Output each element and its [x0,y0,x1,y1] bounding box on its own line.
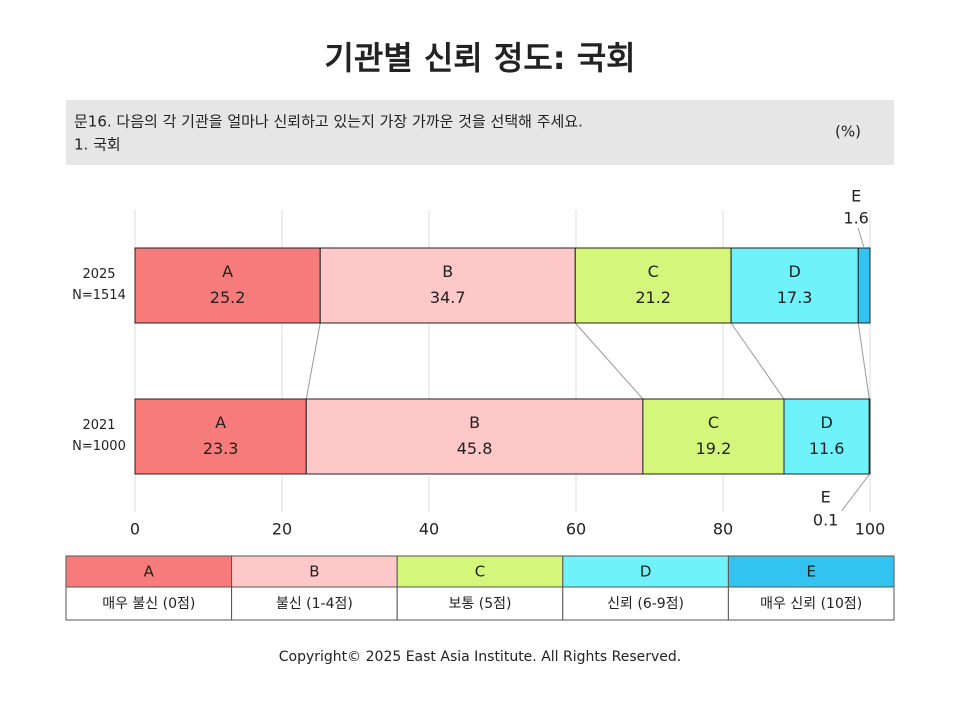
connector-line [574,322,644,400]
connector-line [857,322,870,400]
leader-line [841,473,871,512]
legend-name: D [640,563,652,581]
bar-segment [857,247,871,324]
value-label: 25.2 [210,288,246,307]
segment-name: E [821,488,831,507]
legend-cell [396,586,564,621]
segment-name: C [708,413,719,432]
legend-name: A [144,563,155,581]
x-tick-label: 80 [713,520,733,539]
bar-segment [730,247,859,324]
legend-description: 불신 (1-4점) [276,596,353,612]
bar-segment [642,398,785,475]
value-label: 23.3 [203,439,239,458]
value-label: 17.3 [777,288,813,307]
segment-name: E [851,187,861,206]
x-tick-label: 20 [272,520,292,539]
bar-segment [574,247,732,324]
connector-line [730,322,785,400]
value-label: 1.6 [843,209,868,228]
x-tick-label: 40 [419,520,439,539]
connector-line [305,322,321,400]
leader-line [857,227,865,249]
copyright: Copyright© 2025 East Asia Institute. All… [279,649,681,665]
legend-cell [562,586,729,621]
segment-name: B [469,413,480,432]
value-label: 45.8 [457,439,493,458]
x-tick-label: 0 [130,520,140,539]
sample-size-label: N=1000 [72,439,126,454]
segment-name: B [442,262,453,281]
value-label: 0.1 [813,511,838,530]
segment-name: C [648,262,659,281]
unit-label: (%) [835,123,861,141]
category-label: 2021 [82,418,115,433]
bar-segment [134,247,321,324]
legend-cell [727,586,895,621]
segment-name: A [215,413,226,432]
question-text: 문16. 다음의 각 기관을 얼마나 신뢰하고 있는지 가장 가까운 것을 선택… [74,113,583,131]
legend-swatch [396,555,564,588]
question-item: 1. 국회 [74,136,121,154]
chart-title: 기관별 신뢰 정도: 국회 [324,39,635,77]
segment-name: D [820,413,832,432]
bar-segment [783,398,870,475]
sample-size-label: N=1514 [72,288,126,303]
legend-cell [231,586,398,621]
legend-name: C [475,563,485,581]
bar-segment [134,398,307,475]
bar-segment [305,398,644,475]
value-label: 19.2 [696,439,732,458]
value-label: 34.7 [430,288,466,307]
question-box [66,100,894,165]
segment-name: D [788,262,800,281]
x-tick-label: 60 [566,520,586,539]
bar-segment [868,398,871,475]
legend-name: E [806,563,815,581]
bar-segment [319,247,576,324]
legend-description: 보통 (5점) [449,596,512,612]
category-label: 2025 [82,267,115,282]
segment-name: A [222,262,233,281]
legend-description: 매우 신뢰 (10점) [760,596,862,612]
legend-description: 신뢰 (6-9점) [607,596,684,612]
legend-swatch [562,555,729,588]
legend-name: B [309,563,319,581]
legend-description: 매우 불신 (0점) [102,596,195,612]
value-label: 11.6 [809,439,845,458]
x-tick-label: 100 [855,520,886,539]
value-label: 21.2 [635,288,671,307]
